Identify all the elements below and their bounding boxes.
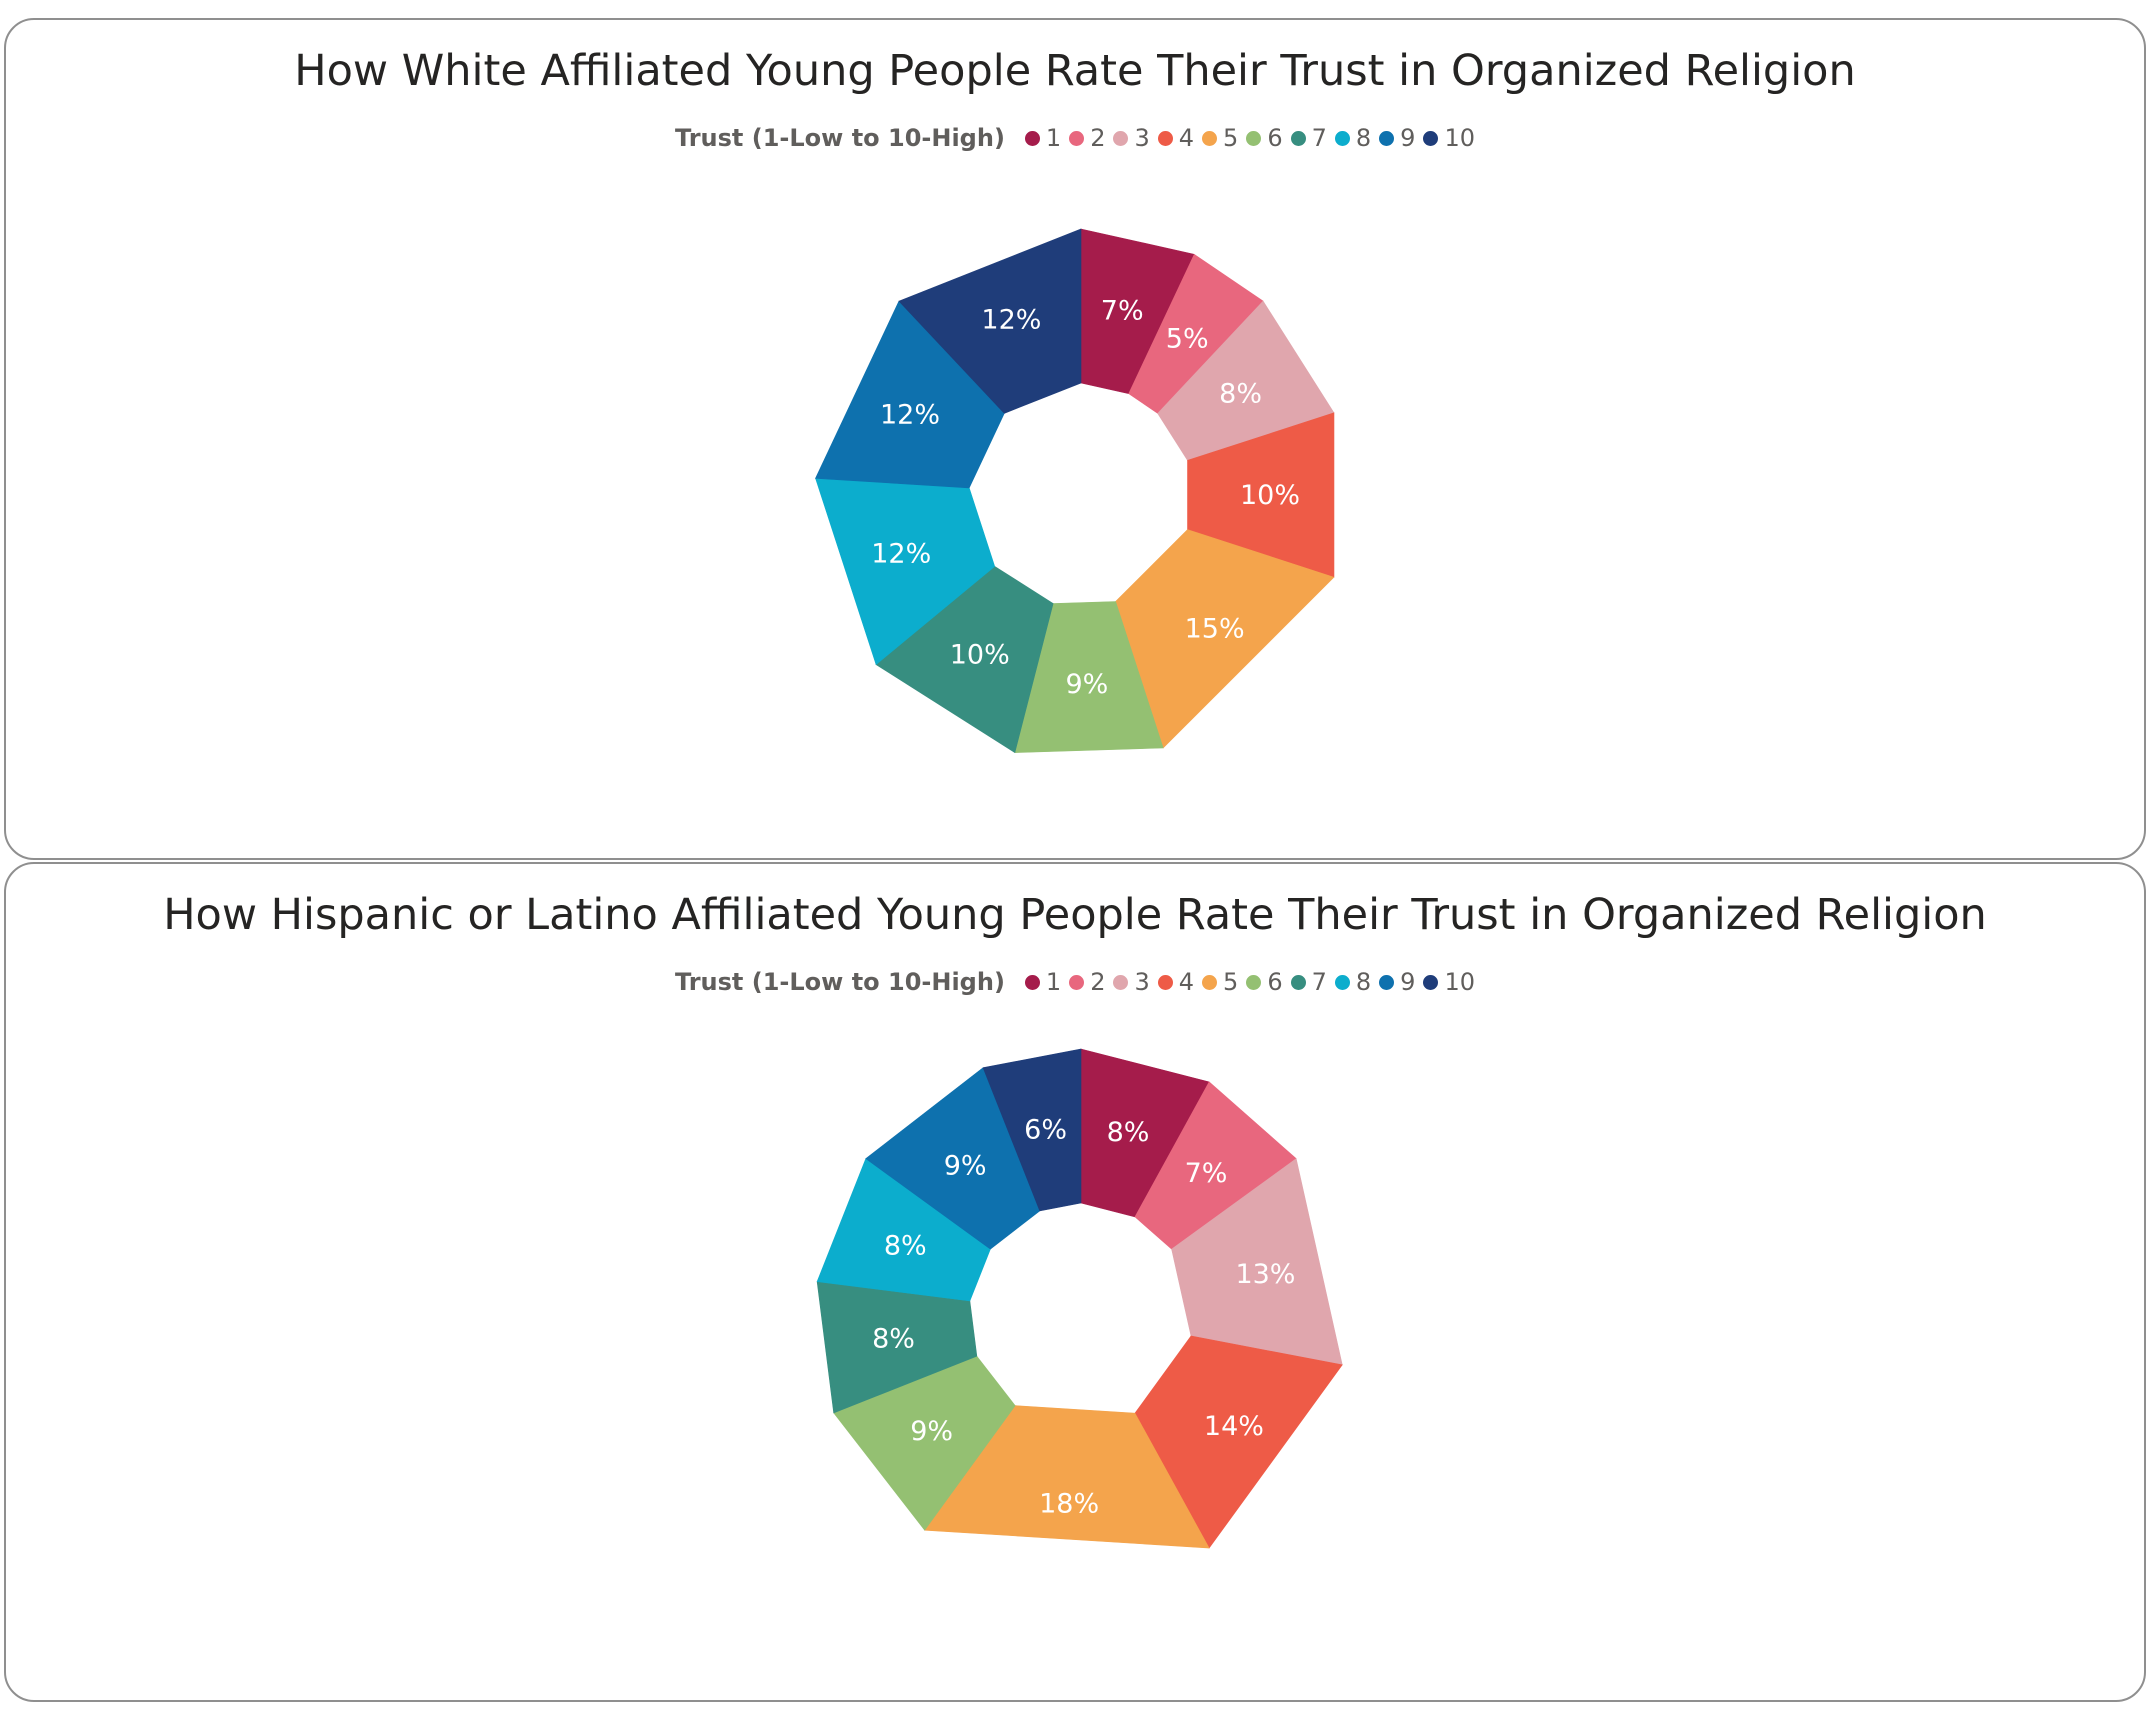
legend-label: 10 — [1444, 124, 1475, 152]
legend-marker — [1113, 974, 1129, 990]
legend-label: 9 — [1400, 968, 1416, 996]
donut-chart-hispanic: 8% 7% 13% 14% 18% 9% 8% 8% 9% 6% — [816, 1048, 1343, 1549]
legend-label: 2 — [1090, 124, 1106, 152]
chart-card-white: How White Affiliated Young People Rate T… — [4, 18, 2146, 860]
legend-label: 8 — [1355, 968, 1372, 996]
slice-label-7: 8% — [872, 1324, 915, 1355]
slice-label-10: 6% — [1024, 1114, 1067, 1145]
legend-item-6[interactable]: 6 — [1246, 124, 1283, 152]
legend-marker — [1334, 974, 1350, 990]
slice-label-6: 9% — [1066, 669, 1109, 700]
slice-label-9: 9% — [944, 1151, 987, 1182]
legend-items: 1 2 3 4 5 6 7 8 9 10 — [1017, 124, 1475, 152]
slice-label-8: 12% — [871, 538, 931, 569]
legend-item-10[interactable]: 10 — [1423, 124, 1475, 152]
legend-label: 1 — [1045, 968, 1062, 996]
legend-marker — [1246, 130, 1262, 146]
legend-item-10[interactable]: 10 — [1423, 968, 1475, 996]
slice-label-1: 7% — [1101, 296, 1144, 327]
legend-marker — [1290, 130, 1306, 146]
legend-item-3[interactable]: 3 — [1113, 968, 1150, 996]
legend-item-8[interactable]: 8 — [1334, 968, 1372, 996]
legend-label: 10 — [1444, 968, 1475, 996]
legend-label: 6 — [1267, 968, 1283, 996]
legend-item-6[interactable]: 6 — [1246, 968, 1283, 996]
slice-label-4: 10% — [1240, 480, 1300, 511]
legend: Trust (1-Low to 10-High) 1 2 3 4 5 6 7 8 9 10 — [6, 968, 2144, 996]
legend-marker — [1157, 974, 1173, 990]
legend-marker — [1290, 974, 1306, 990]
legend-marker — [1379, 974, 1395, 990]
slice-10[interactable] — [982, 1048, 1082, 1212]
legend-label: 4 — [1178, 124, 1195, 152]
slice-label-2: 7% — [1185, 1158, 1228, 1189]
legend-marker — [1024, 130, 1040, 146]
slice-label-10: 12% — [981, 304, 1041, 335]
legend-label: 2 — [1090, 968, 1106, 996]
slice-label-2: 5% — [1166, 324, 1209, 355]
legend-title: Trust (1-Low to 10-High) — [674, 968, 1005, 996]
legend-marker — [1069, 130, 1085, 146]
slice-10[interactable] — [898, 228, 1082, 414]
legend-item-1[interactable]: 1 — [1024, 968, 1062, 996]
legend-label: 7 — [1311, 968, 1327, 996]
legend-label: 9 — [1400, 124, 1416, 152]
legend-item-7[interactable]: 7 — [1290, 124, 1327, 152]
legend-item-9[interactable]: 9 — [1379, 124, 1415, 152]
legend-label: 5 — [1223, 968, 1239, 996]
legend-item-8[interactable]: 8 — [1334, 124, 1372, 152]
legend-marker — [1334, 130, 1350, 146]
slice-label-3: 13% — [1235, 1259, 1295, 1290]
legend-item-4[interactable]: 4 — [1157, 124, 1195, 152]
legend-label: 1 — [1045, 124, 1062, 152]
slice-label-8: 8% — [884, 1230, 927, 1261]
slice-label-7: 10% — [950, 640, 1010, 671]
slice-label-6: 9% — [910, 1416, 953, 1447]
legend-marker — [1157, 130, 1173, 146]
legend-label: 3 — [1134, 968, 1150, 996]
slice-label-9: 12% — [880, 400, 940, 431]
legend-item-5[interactable]: 5 — [1202, 124, 1238, 152]
legend-marker — [1113, 130, 1129, 146]
legend-item-4[interactable]: 4 — [1157, 968, 1195, 996]
legend-marker — [1202, 974, 1218, 990]
legend-marker — [1024, 974, 1040, 990]
chart-title: How White Affiliated Young People Rate T… — [294, 46, 1856, 96]
legend-marker — [1069, 974, 1085, 990]
legend-item-2[interactable]: 2 — [1069, 968, 1105, 996]
slice-label-5: 15% — [1185, 614, 1245, 645]
legend-items: 1 2 3 4 5 6 7 8 9 10 — [1017, 968, 1475, 996]
legend-title: Trust (1-Low to 10-High) — [674, 124, 1005, 152]
legend-item-2[interactable]: 2 — [1069, 124, 1105, 152]
slice-label-1: 8% — [1107, 1117, 1150, 1148]
legend-label: 5 — [1223, 124, 1239, 152]
legend-marker — [1202, 130, 1218, 146]
slice-label-5: 18% — [1039, 1489, 1099, 1520]
legend-item-7[interactable]: 7 — [1290, 968, 1327, 996]
legend: Trust (1-Low to 10-High) 1 2 3 4 5 6 7 8 9 10 — [6, 124, 2144, 152]
legend-item-3[interactable]: 3 — [1113, 124, 1150, 152]
legend-item-9[interactable]: 9 — [1379, 968, 1415, 996]
chart-card-hispanic: How Hispanic or Latino Affiliated Young … — [4, 862, 2146, 1702]
donut-chart-white: 7% 5% 8% 10% 15% 9% 10% 12% 12% 12% — [815, 228, 1335, 754]
chart-title: How Hispanic or Latino Affiliated Young … — [163, 890, 1987, 940]
legend-label: 4 — [1178, 968, 1195, 996]
legend-item-1[interactable]: 1 — [1024, 124, 1062, 152]
legend-marker — [1379, 130, 1395, 146]
legend-label: 6 — [1267, 124, 1283, 152]
slice-label-4: 14% — [1204, 1411, 1264, 1442]
slice-label-3: 8% — [1219, 379, 1262, 410]
legend-label: 8 — [1355, 124, 1372, 152]
legend-marker — [1246, 974, 1262, 990]
legend-label: 3 — [1134, 124, 1150, 152]
legend-label: 7 — [1311, 124, 1327, 152]
legend-item-5[interactable]: 5 — [1202, 968, 1238, 996]
legend-marker — [1423, 130, 1439, 146]
legend-marker — [1423, 974, 1439, 990]
